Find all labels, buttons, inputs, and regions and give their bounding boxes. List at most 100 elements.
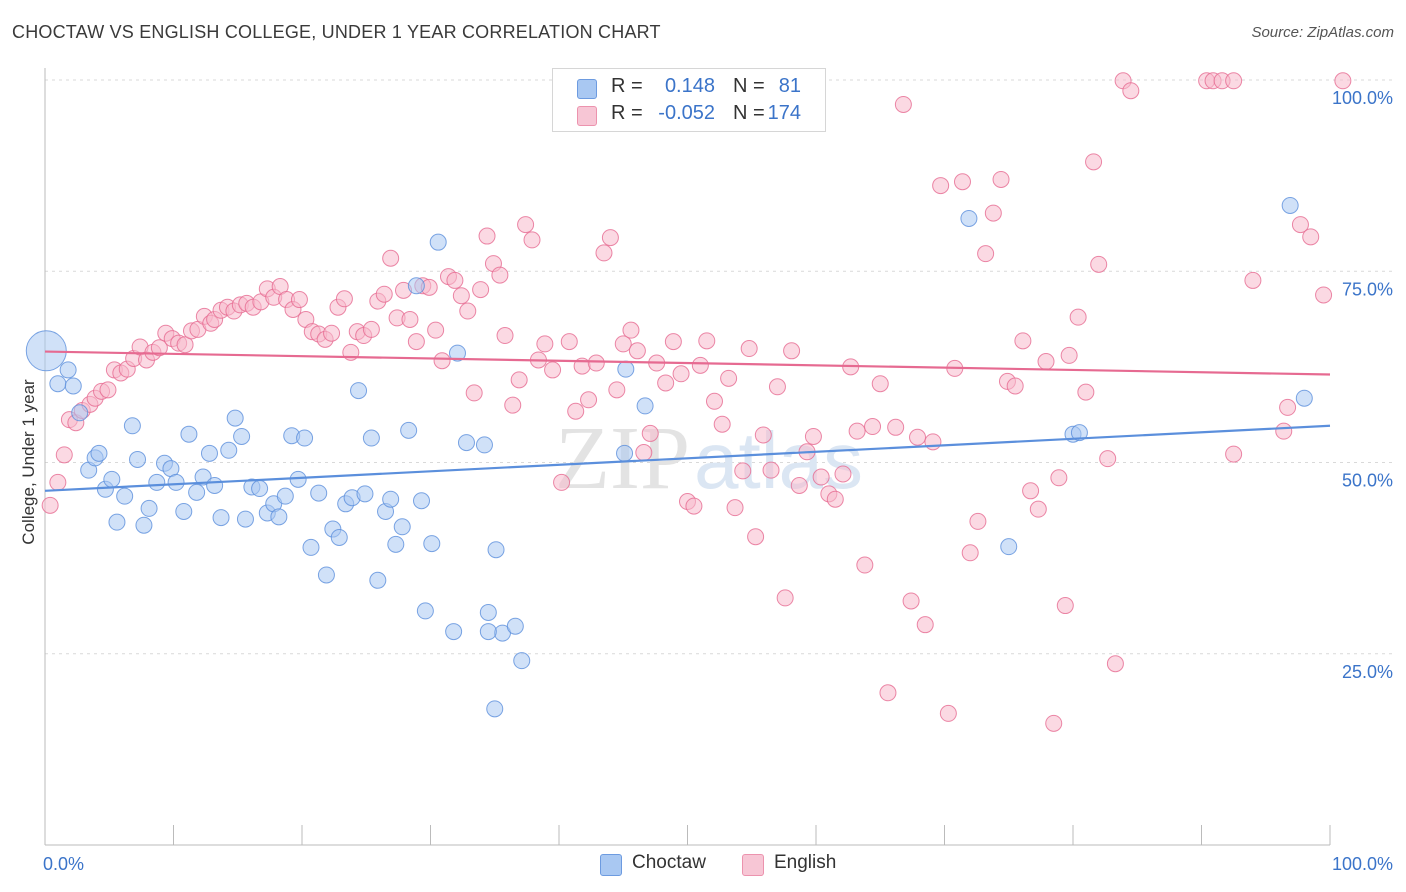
point-english — [856, 556, 874, 574]
point-choctaw — [416, 602, 434, 620]
point-choctaw — [617, 360, 635, 378]
point-english — [939, 704, 957, 722]
point-english — [553, 473, 571, 491]
point-english — [459, 302, 477, 320]
point-english — [977, 245, 995, 263]
point-choctaw — [1000, 538, 1018, 556]
point-english — [1045, 714, 1063, 732]
point-choctaw — [302, 538, 320, 556]
point-english — [323, 324, 341, 342]
point-english — [1315, 286, 1333, 304]
point-choctaw — [393, 518, 411, 536]
point-english — [176, 336, 194, 354]
point-english — [544, 361, 562, 379]
point-choctaw — [362, 429, 380, 447]
point-choctaw — [636, 397, 654, 415]
point-choctaw — [233, 427, 251, 445]
point-english — [1022, 482, 1040, 500]
point-english — [601, 229, 619, 247]
point-choctaw — [369, 571, 387, 589]
point-english — [150, 339, 168, 357]
point-choctaw — [413, 492, 431, 510]
point-english — [55, 446, 73, 464]
point-english — [713, 415, 731, 433]
point-choctaw — [387, 535, 405, 553]
point-english — [1050, 469, 1068, 487]
series-swatch-english — [742, 854, 764, 876]
point-english — [705, 392, 723, 410]
point-choctaw — [220, 441, 238, 459]
point-english — [871, 375, 889, 393]
point-english — [496, 327, 514, 345]
point-english — [984, 204, 1002, 222]
axis-labels: 25.0% 50.0% 75.0% 100.0% 0.0% 100.0% College, … — [19, 88, 1393, 874]
point-choctaw — [475, 436, 493, 454]
point-english — [909, 428, 927, 446]
point-english — [523, 231, 541, 249]
point-choctaw — [457, 434, 475, 452]
point-choctaw — [90, 444, 108, 462]
watermark: ZIP atlas — [555, 409, 863, 508]
point-english — [879, 684, 897, 702]
point-english — [754, 426, 772, 444]
point-choctaw — [1281, 196, 1299, 214]
point-choctaw — [487, 541, 505, 559]
point-english — [1302, 228, 1320, 246]
correlation-legend: R = 0.148 N = 81 R = -0.052 N = 174 — [552, 68, 826, 132]
point-english — [595, 244, 613, 262]
point-choctaw — [200, 444, 218, 462]
trend-line-english — [44, 350, 1331, 376]
point-choctaw — [180, 425, 198, 443]
point-choctaw — [270, 508, 288, 526]
point-english — [924, 433, 942, 451]
point-choctaw — [188, 483, 206, 501]
point-english — [401, 310, 419, 328]
y-tick-label: 25.0% — [1342, 662, 1393, 682]
point-choctaw — [116, 487, 134, 505]
y-tick-label: 100.0% — [1332, 88, 1393, 108]
point-english — [427, 321, 445, 339]
point-choctaw — [310, 484, 328, 502]
point-choctaw — [123, 417, 141, 435]
point-english — [726, 499, 744, 517]
point-english — [698, 332, 716, 350]
point-choctaw — [429, 233, 447, 251]
point-choctaw — [194, 468, 212, 486]
point-choctaw — [236, 510, 254, 528]
point-english — [1077, 383, 1095, 401]
point-english — [1334, 72, 1352, 90]
point-choctaw — [960, 209, 978, 227]
point-english — [672, 365, 690, 383]
point-choctaw — [49, 375, 67, 393]
point-english — [834, 465, 852, 483]
point-english — [740, 340, 758, 358]
point-english — [407, 333, 425, 351]
point-english — [902, 592, 920, 610]
x-tick-label: 0.0% — [43, 854, 84, 874]
point-choctaw — [486, 700, 504, 718]
series-label-english: English — [774, 852, 837, 873]
point-english — [1106, 655, 1124, 673]
point-english — [290, 291, 308, 309]
point-english — [622, 321, 640, 339]
point-choctaw — [59, 361, 77, 379]
point-english — [635, 444, 653, 462]
point-english — [362, 320, 380, 338]
legend-n-label: N = — [733, 75, 765, 97]
legend-swatch-choctaw — [577, 79, 597, 99]
point-english — [894, 95, 912, 113]
point-english — [560, 333, 578, 351]
legend-n-value: 174 — [767, 102, 801, 124]
point-english — [720, 369, 738, 387]
point-english — [641, 424, 659, 442]
point-choctaw — [423, 535, 441, 553]
point-english — [762, 461, 780, 479]
point-english — [953, 173, 971, 191]
point-choctaw — [382, 490, 400, 508]
point-english — [812, 468, 830, 486]
point-english — [491, 266, 509, 284]
point-english — [99, 381, 117, 399]
point-english — [1275, 422, 1293, 440]
legend-n-label: N = — [733, 102, 765, 124]
series-legend: Choctaw English — [0, 852, 1406, 878]
